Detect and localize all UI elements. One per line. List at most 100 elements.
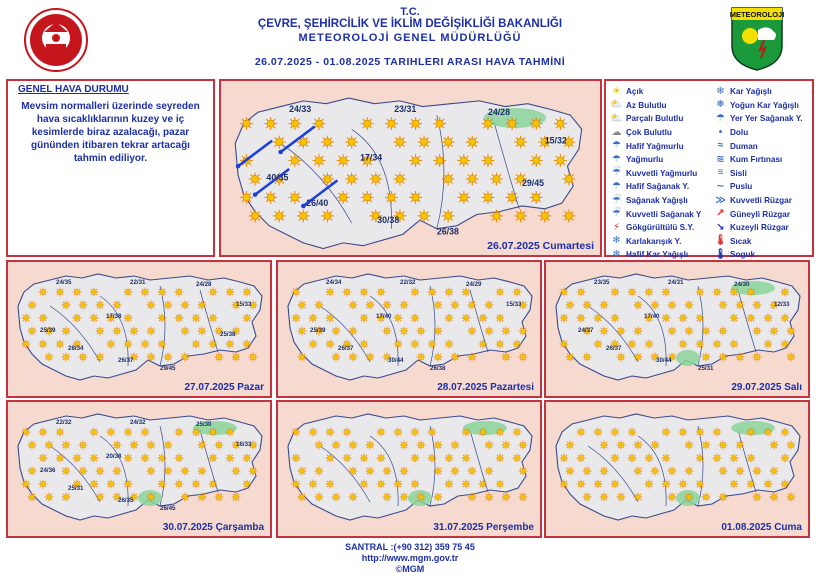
sun-icon xyxy=(348,352,358,362)
sun-icon xyxy=(450,352,460,362)
arrow-head xyxy=(252,192,258,197)
partly-cloudy-icon: ⛅ xyxy=(610,112,623,124)
sun-icon xyxy=(512,339,522,349)
sun-icon xyxy=(308,427,318,437)
sun-icon xyxy=(208,313,218,323)
sun-icon xyxy=(61,326,71,336)
turkey-outline xyxy=(17,273,263,381)
sun-icon xyxy=(599,466,609,476)
legend-item: ∼ Puslu xyxy=(714,180,814,194)
temperature-label: 26/37 xyxy=(118,357,134,364)
sun-icon xyxy=(291,427,301,437)
sun-icon xyxy=(288,117,302,130)
legend-item: ☔ Kuvvetli Yağmurlu xyxy=(610,167,710,181)
sun-icon xyxy=(382,492,392,502)
sun-icon xyxy=(644,287,654,297)
map-date-label: 01.08.2025 Cuma xyxy=(721,522,802,533)
sun-icon xyxy=(208,427,218,437)
sun-icon xyxy=(288,191,302,204)
sun-icon xyxy=(786,326,796,336)
sun-icon xyxy=(95,326,105,336)
sun-icon xyxy=(21,313,31,323)
region-border xyxy=(99,435,129,507)
sun-icon xyxy=(484,466,494,476)
region-border xyxy=(199,289,219,353)
sun-icon xyxy=(314,326,324,336)
sun-icon xyxy=(661,479,671,489)
sun-icon xyxy=(325,453,335,463)
sun-icon xyxy=(163,466,173,476)
sun-icon xyxy=(348,466,358,476)
temperature-label: 28/34 xyxy=(68,345,84,352)
sun-icon xyxy=(376,453,386,463)
sun-icon xyxy=(163,440,173,450)
map-date-label: 27.07.2025 Pazar xyxy=(184,382,264,393)
sun-icon xyxy=(701,492,711,502)
sun-icon xyxy=(433,326,443,336)
arrow-head xyxy=(301,203,306,209)
sun-icon xyxy=(409,191,422,204)
footer-url[interactable]: http://www.mgm.gov.tr xyxy=(361,553,459,563)
sun-icon xyxy=(78,300,88,310)
cloud-icon: ☁ xyxy=(611,126,622,138)
sun-icon xyxy=(599,492,609,502)
temperature-label: 26/37 xyxy=(606,345,622,352)
temperature-label: 24/32 xyxy=(130,419,146,426)
thunder-icon: ⚡ xyxy=(612,221,621,233)
sun-icon xyxy=(112,440,122,450)
sun-icon xyxy=(576,313,586,323)
legend-item: ❄ Kar Yağışlı xyxy=(714,85,814,99)
sun-icon xyxy=(61,352,71,362)
sun-icon xyxy=(752,352,762,362)
sun-icon xyxy=(264,117,278,130)
sun-icon xyxy=(123,313,133,323)
sun-icon xyxy=(61,492,71,502)
sun-icon xyxy=(325,313,335,323)
sun-icon xyxy=(576,427,586,437)
temperature-label: 25/31 xyxy=(68,485,84,492)
sun-icon xyxy=(786,440,796,450)
sun-icon xyxy=(325,427,335,437)
sun-icon xyxy=(495,427,505,437)
temperature-label: 30/44 xyxy=(388,357,404,364)
sun-icon xyxy=(718,300,728,310)
legend-item: ☂ Yağmurlu xyxy=(610,153,710,167)
sun-icon xyxy=(376,479,386,489)
temperature-label: 25/30 xyxy=(196,421,212,428)
sun-icon xyxy=(565,352,575,362)
sun-icon xyxy=(484,326,494,336)
sun-icon xyxy=(746,427,756,437)
sun-icon xyxy=(514,209,528,223)
sun-icon xyxy=(763,479,773,489)
sun-icon xyxy=(763,313,773,323)
temperature-label: 25/31 xyxy=(698,365,714,372)
sun-icon xyxy=(348,326,358,336)
sun-icon xyxy=(529,117,543,130)
sun-icon xyxy=(331,352,341,362)
sun-icon xyxy=(441,209,455,223)
sun-icon xyxy=(559,453,569,463)
sun-icon xyxy=(501,326,511,336)
sun-icon xyxy=(365,440,375,450)
sun-icon xyxy=(342,287,352,297)
sun-icon xyxy=(457,191,471,204)
temperature-label: 17/38 xyxy=(106,313,122,320)
sun-icon xyxy=(248,352,258,362)
sun-icon xyxy=(242,479,252,489)
sun-icon xyxy=(633,300,643,310)
sun-icon xyxy=(393,313,403,323)
temperature-label: 25/39 xyxy=(310,327,326,334)
sun-icon xyxy=(467,300,477,310)
sun-icon xyxy=(667,466,677,476)
sun-icon xyxy=(495,313,505,323)
sun-icon xyxy=(616,352,626,362)
sun-icon xyxy=(140,339,150,349)
sun-icon xyxy=(433,154,447,167)
sun-icon xyxy=(752,300,762,310)
legend-item: ☔ Sağanak Yağışlı xyxy=(610,194,710,208)
region-border xyxy=(319,305,371,363)
sun-icon xyxy=(248,300,258,310)
arrow-head xyxy=(235,163,241,169)
sun-icon xyxy=(729,339,739,349)
sun-icon xyxy=(644,479,654,489)
